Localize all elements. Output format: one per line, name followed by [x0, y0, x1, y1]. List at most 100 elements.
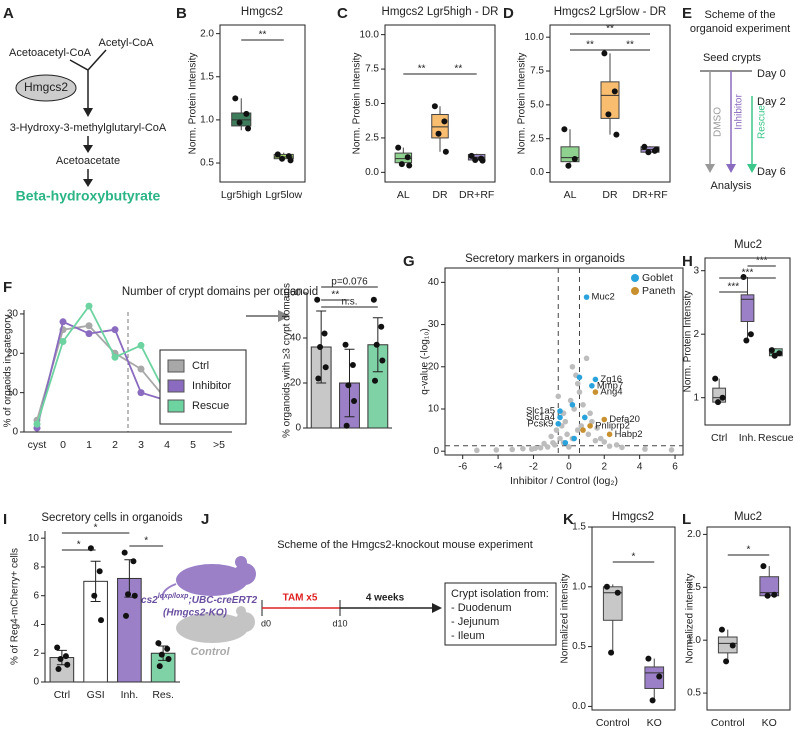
panel-label: J	[201, 511, 209, 528]
genotype-part: ;UBC-creERT2	[188, 595, 257, 606]
legend-label: Rescue	[192, 400, 229, 412]
legend-swatch	[167, 379, 185, 393]
mouse	[235, 612, 255, 632]
chart-title: Secretory cells in organoids	[41, 512, 183, 524]
significance-label: **	[586, 40, 594, 51]
data-point	[435, 130, 442, 137]
scatter-point	[592, 437, 599, 444]
scatter-point	[569, 363, 576, 370]
y-tick-label: 20	[290, 378, 302, 389]
x-tick-label: Ctrl	[711, 432, 727, 444]
enzyme-ellipse	[15, 74, 77, 102]
mouse	[176, 564, 248, 596]
x-tick-label: Ctrl	[54, 689, 70, 701]
treatment-label: Rescue	[757, 105, 768, 139]
scheme-title: organoid experiment	[690, 23, 790, 35]
point-label: Pcsk9	[527, 418, 553, 429]
data-point	[715, 399, 722, 406]
panel-labels: A B C D E F G H I J K L	[3, 5, 693, 528]
mouse	[236, 606, 246, 616]
data-point	[645, 655, 652, 662]
x-tick-label: DR	[602, 189, 618, 201]
data-point	[165, 655, 172, 662]
data-point	[379, 357, 386, 364]
scatter-point	[569, 401, 576, 408]
chart-title: Hmgcs2 Lgr5high - DR	[382, 6, 499, 18]
data-point	[768, 347, 775, 354]
data-point	[645, 149, 652, 156]
panel-label: E	[682, 5, 692, 22]
legend-swatch	[167, 399, 185, 413]
data-point	[349, 362, 356, 368]
significance-label: *	[94, 523, 98, 534]
panel-label: H	[682, 253, 693, 270]
data-point	[91, 592, 98, 599]
y-tick-label: 4	[33, 619, 39, 630]
y-tick-label: 0.5	[200, 158, 214, 169]
point-label: Muc2	[592, 292, 615, 303]
scatter-point	[578, 423, 585, 429]
y-axis-label: Norm. Protein Intensity	[188, 53, 199, 155]
mouse	[234, 563, 256, 585]
data-point	[245, 125, 252, 132]
data-point	[404, 154, 411, 161]
timepoint: d0	[261, 618, 271, 628]
significance-label: **	[418, 64, 426, 75]
y-tick-label: 1.0	[687, 635, 701, 646]
y-tick-label: 0.0	[530, 167, 544, 178]
y-tick-label: 40	[428, 277, 440, 288]
arrowhead	[432, 603, 442, 613]
significance-label: n.s.	[341, 297, 357, 308]
significance-label: *	[632, 552, 636, 563]
data-point	[718, 626, 725, 633]
data-point	[98, 617, 105, 624]
scatter-point	[493, 447, 500, 453]
data-point	[611, 88, 618, 95]
x-tick-label: Control	[596, 717, 630, 729]
y-tick-label: 0.0	[572, 701, 586, 712]
y-tick-label: 2.0	[687, 529, 701, 540]
data-point	[62, 653, 69, 660]
data-point	[441, 118, 448, 125]
x-tick-label: DR+RF	[632, 189, 667, 201]
y-tick-label: 40	[290, 333, 302, 344]
data-point	[156, 663, 163, 670]
y-tick-label: 1.0	[200, 115, 214, 126]
scatter-point	[619, 444, 625, 451]
x-tick-label: -6	[458, 462, 467, 473]
scatter-point	[583, 294, 590, 300]
data-point	[614, 589, 621, 596]
significance-label: *	[747, 545, 751, 556]
chart-title: Hmgcs2	[241, 6, 283, 18]
scatter-point	[592, 376, 599, 383]
product: Beta-hydroxybutyrate	[16, 188, 161, 204]
scatter-point	[601, 416, 608, 423]
data-point	[747, 331, 754, 338]
readout-box	[444, 582, 557, 646]
scatter-point	[564, 431, 570, 438]
readout-item: - Ileum	[451, 630, 485, 642]
significance-label: **	[626, 40, 634, 51]
scatter-point	[562, 418, 569, 425]
data-point	[274, 151, 281, 158]
y-tick-label: 2.5	[530, 133, 544, 144]
y-tick-label: 2.5	[365, 133, 379, 144]
data-point	[740, 274, 747, 281]
significance-label: **	[259, 30, 267, 41]
readout-title: Crypt isolation from:	[451, 588, 549, 600]
plot-frame	[706, 526, 791, 711]
series-point	[137, 341, 145, 349]
x-tick-label: >5	[213, 439, 225, 451]
data-point	[608, 649, 615, 656]
y-tick-label: 3	[693, 265, 699, 276]
data-point	[719, 394, 726, 401]
y-tick-label: 1	[693, 392, 699, 403]
data-point	[155, 640, 162, 647]
data-point	[764, 592, 771, 599]
y-tick-label: 5.0	[365, 98, 379, 109]
y-tick-label: 20	[428, 361, 440, 372]
organoid-scheme: Scheme of the organoid experiment Seed c…	[690, 9, 790, 192]
scatter-point	[541, 440, 547, 447]
data-point	[125, 591, 132, 598]
y-tick-label: 0.5	[687, 688, 701, 699]
